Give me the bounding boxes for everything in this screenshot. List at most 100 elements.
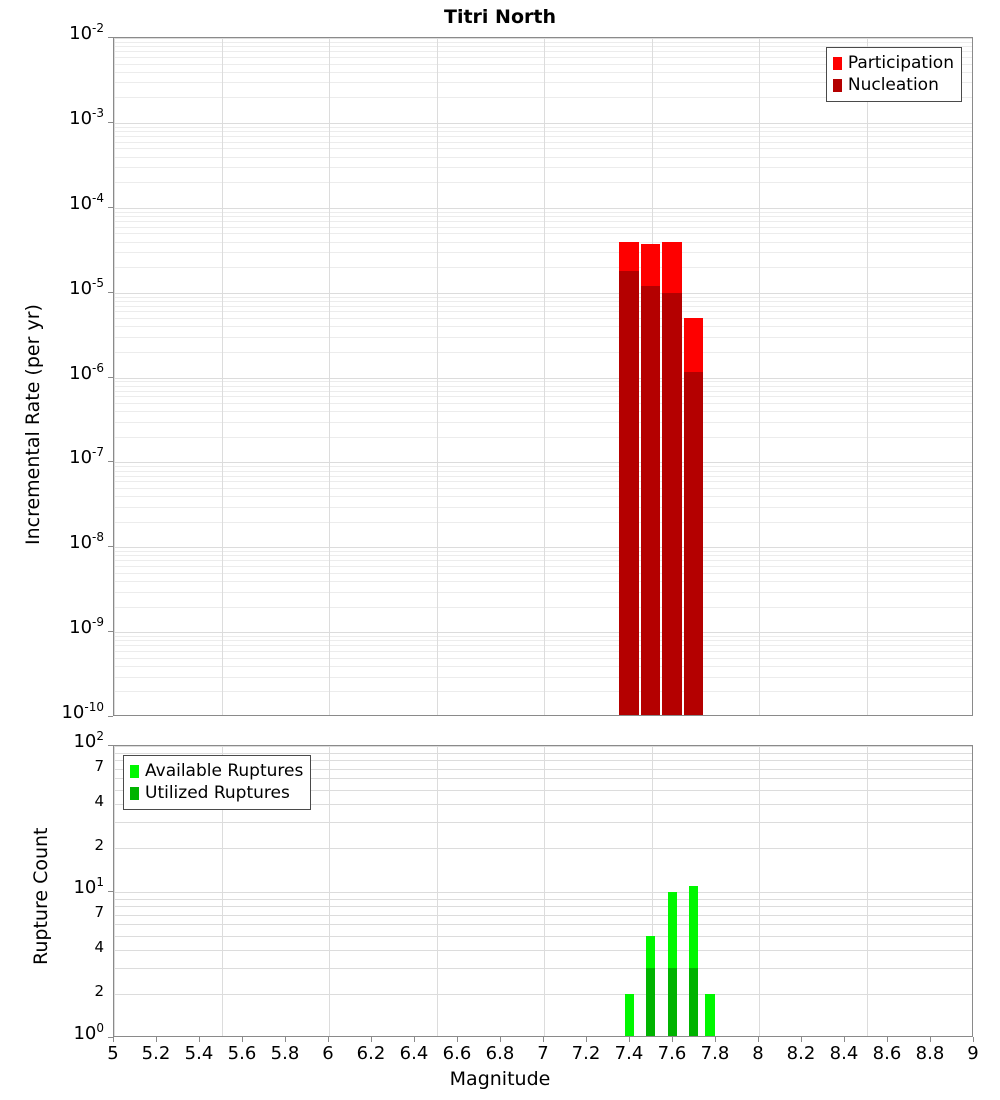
gridline-minor (114, 789, 972, 791)
gridline-minor (114, 351, 972, 353)
plot-bars-bottom (114, 746, 972, 1036)
gridline-minor (114, 241, 972, 243)
gridline-minor (114, 760, 972, 762)
x-axis-label: Magnitude (449, 1068, 551, 1090)
x-tick-mark (113, 1037, 114, 1042)
gridline-minor (114, 396, 972, 398)
y-tick-label: 10-2 (69, 21, 104, 44)
gridline-minor (114, 914, 972, 916)
gridline-minor (114, 56, 972, 58)
bar-available-ruptures (667, 892, 677, 1036)
x-tick-mark (285, 1037, 286, 1042)
y-tick-label: 10-5 (69, 275, 104, 299)
legend-bottom: Available Ruptures Utilized Ruptures (123, 755, 312, 810)
gridline-minor (114, 676, 972, 678)
gridline-minor (114, 41, 972, 43)
bar-utilized-ruptures (646, 968, 656, 1036)
gridline-minor (114, 141, 972, 143)
legend-label-available-ruptures: Available Ruptures (145, 760, 304, 781)
y-tick-mark (108, 376, 113, 378)
x-tick-mark (586, 1037, 587, 1042)
gridline-minor (114, 950, 972, 952)
legend-swatch-available-ruptures (130, 764, 139, 778)
gridline-minor (114, 645, 972, 647)
gridline-minor (114, 551, 972, 553)
x-tick-label: 8.8 (915, 1043, 945, 1064)
x-tick-mark (844, 1037, 845, 1042)
gridline-minor (114, 311, 972, 313)
legend-label-nucleation: Nucleation (847, 74, 939, 95)
x-tick-label: 5 (107, 1043, 119, 1064)
x-tick-mark (801, 1037, 802, 1042)
x-tick-label: 9 (967, 1043, 979, 1064)
x-tick-mark (930, 1037, 931, 1042)
gridline-minor (114, 994, 972, 996)
gridline-minor (114, 148, 972, 150)
gridline-minor (114, 385, 972, 387)
gridline-minor (114, 506, 972, 508)
gridline-minor (114, 581, 972, 583)
gridline-minor (114, 136, 972, 138)
x-tick-mark (500, 1037, 501, 1042)
gridline-minor (114, 182, 972, 184)
x-tick-mark (973, 1037, 974, 1042)
gridline-major (114, 38, 972, 39)
gridline-vertical (329, 38, 330, 715)
gridline-minor (114, 381, 972, 383)
gridline-vertical (114, 38, 115, 715)
page-title: Titri North (444, 6, 556, 28)
incremental-rate-plot: Participation Nucleation (113, 37, 973, 716)
gridline-minor (114, 296, 972, 298)
gridline-minor (114, 436, 972, 438)
y-tick-label: 10-7 (69, 445, 104, 469)
gridline-minor (114, 898, 972, 900)
gridline-minor (114, 51, 972, 53)
gridline-minor (114, 252, 972, 254)
gridline-minor (114, 752, 972, 754)
gridline-minor (114, 555, 972, 557)
legend-top: Participation Nucleation (825, 47, 962, 102)
gridline-vertical (544, 746, 545, 1036)
gridline-major (114, 462, 972, 464)
x-tick-label: 5.6 (227, 1043, 257, 1064)
x-tick-mark (414, 1037, 415, 1042)
x-tick-label: 8.4 (829, 1043, 859, 1064)
y-tick-label-minor: 7 (94, 902, 104, 921)
plot-gridlines-top (114, 38, 972, 715)
gridline-minor (114, 496, 972, 498)
y-tick-label-minor: 4 (94, 792, 104, 811)
gridline-minor (114, 167, 972, 169)
gridline-minor (114, 97, 972, 99)
gridline-minor (114, 470, 972, 472)
y-tick-label: 102 (73, 729, 104, 752)
gridline-major (114, 746, 972, 747)
y-tick-label: 10-6 (69, 360, 104, 384)
x-tick-label: 7 (537, 1043, 549, 1064)
gridline-minor (114, 305, 972, 307)
legend-swatch-participation (832, 56, 842, 70)
x-tick-label: 6.8 (485, 1043, 515, 1064)
gridline-minor (114, 822, 972, 824)
x-tick-label: 8.6 (872, 1043, 902, 1064)
y-tick-label: 10-4 (69, 190, 104, 214)
bar-nucleation (662, 292, 682, 715)
gridline-minor (114, 475, 972, 477)
gridline-minor (114, 778, 972, 780)
x-tick-label: 7.6 (657, 1043, 687, 1064)
x-tick-mark (457, 1037, 458, 1042)
gridline-minor (114, 215, 972, 217)
gridline-major (114, 632, 972, 634)
gridline-vertical (221, 746, 223, 1036)
gridline-minor (114, 233, 972, 235)
y-tick-mark (108, 891, 113, 892)
y-tick-mark (108, 1037, 113, 1038)
y-axis-label-top: Incremental Rate (per yr) (22, 304, 44, 545)
gridline-minor (114, 665, 972, 667)
legend-item-participation: Participation (832, 52, 954, 74)
x-tick-mark (672, 1037, 673, 1042)
y-tick-label: 100 (73, 1021, 104, 1044)
gridline-vertical (866, 38, 868, 715)
gridline-vertical (651, 746, 653, 1036)
gridline-major (114, 122, 972, 124)
gridline-minor (114, 390, 972, 392)
